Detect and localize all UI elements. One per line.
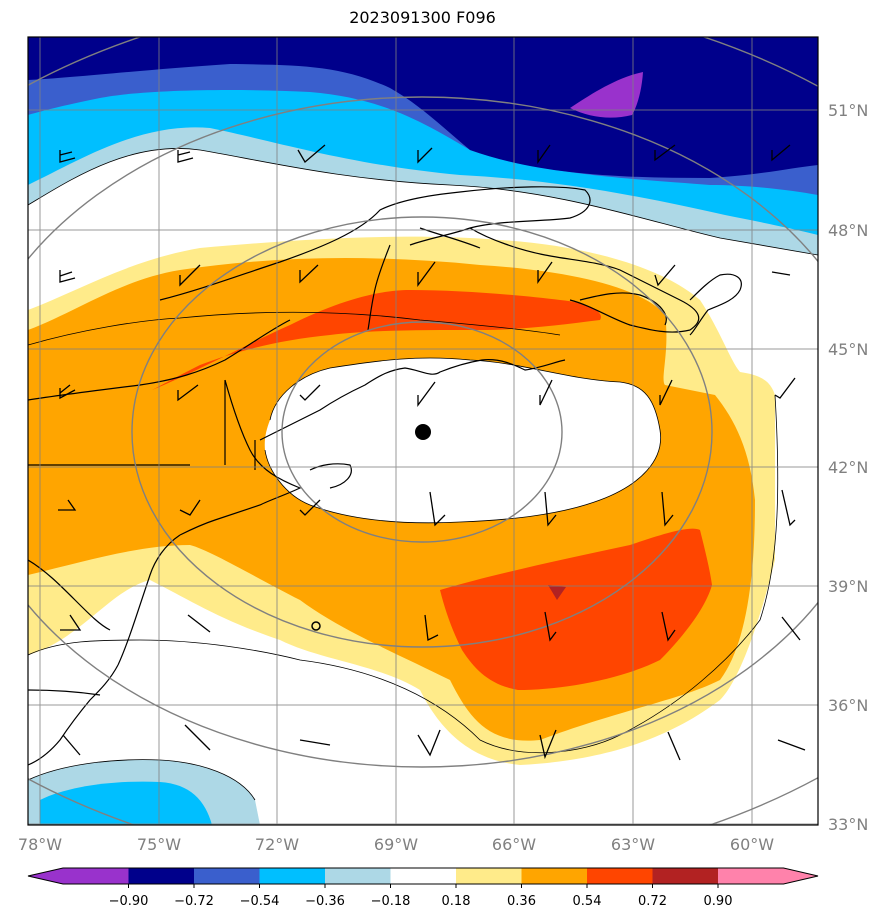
colorbar-segment xyxy=(129,868,195,884)
colorbar-segment xyxy=(260,868,326,884)
colorbar-tick-label: −0.54 xyxy=(240,894,280,909)
colorbar-extend-min xyxy=(28,868,63,884)
lon-label: 66°W xyxy=(492,835,536,854)
colorbar-tick-label: −0.90 xyxy=(109,894,149,909)
colorbar-segment xyxy=(63,868,129,884)
colorbar-tick-label: 0.54 xyxy=(573,894,602,909)
contour-inner-low xyxy=(265,358,661,523)
colorbar-tick-label: −0.18 xyxy=(371,894,411,909)
colorbar-segment xyxy=(522,868,588,884)
colorbar-extend-max xyxy=(784,868,819,884)
colorbar-tick-label: 0.90 xyxy=(704,894,733,909)
lat-label: 51°N xyxy=(828,101,868,120)
colorbar-segment xyxy=(718,868,784,884)
lat-label: 42°N xyxy=(828,458,868,477)
colorbar-segment xyxy=(653,868,719,884)
low-center-marker xyxy=(415,424,431,440)
lat-label: 39°N xyxy=(828,577,868,596)
map-area xyxy=(0,0,889,872)
lat-label: 45°N xyxy=(828,340,868,359)
colorbar-segment xyxy=(194,868,260,884)
colorbar-tick-label: 0.72 xyxy=(638,894,667,909)
lat-label: 36°N xyxy=(828,696,868,715)
lon-label: 60°W xyxy=(730,835,774,854)
lat-label: 33°N xyxy=(828,815,868,834)
colorbar-tick-label: −0.36 xyxy=(305,894,345,909)
colorbar-segment xyxy=(325,868,391,884)
latitude-labels: 51°N 48°N 45°N 42°N 39°N 36°N 33°N xyxy=(828,101,868,834)
colorbar-tick-label: 0.36 xyxy=(507,894,536,909)
colorbar-segment xyxy=(391,868,457,884)
colorbar-segment xyxy=(587,868,653,884)
colorbar-segment xyxy=(456,868,522,884)
lon-label: 75°W xyxy=(137,835,181,854)
lat-label: 48°N xyxy=(828,221,868,240)
lon-label: 69°W xyxy=(374,835,418,854)
colorbar-tick-label: −0.72 xyxy=(174,894,214,909)
lon-label: 63°W xyxy=(611,835,655,854)
longitude-labels: 78°W 75°W 72°W 69°W 66°W 63°W 60°W xyxy=(18,835,774,854)
colorbar: −0.90 −0.72 −0.54 −0.36 −0.18 0.18 0.36 … xyxy=(28,868,818,909)
lon-label: 78°W xyxy=(18,835,62,854)
colorbar-tick-label: 0.18 xyxy=(442,894,471,909)
lon-label: 72°W xyxy=(255,835,299,854)
